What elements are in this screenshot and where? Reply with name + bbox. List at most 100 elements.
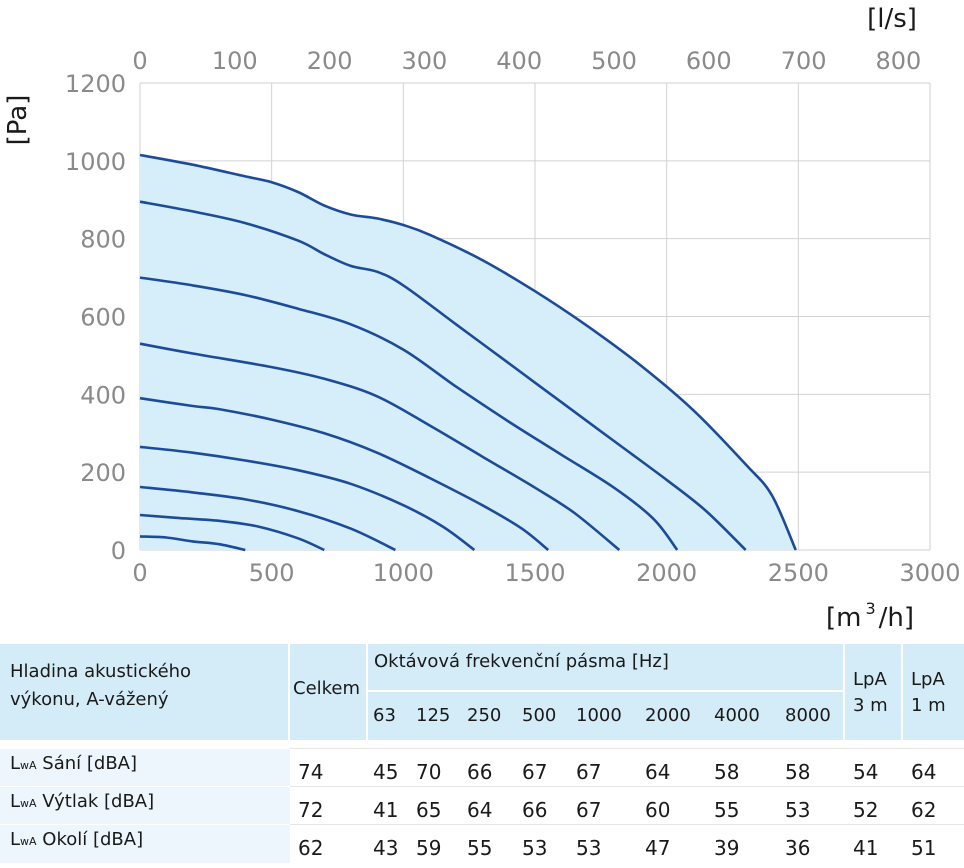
- top-x-tick-label: 400: [496, 47, 542, 75]
- fan-curve-9: [139, 153, 797, 551]
- y-tick-label: 600: [80, 304, 126, 332]
- table-value: 45: [373, 760, 399, 784]
- table-value: 62: [911, 798, 937, 822]
- fan-curve-7: [139, 276, 679, 551]
- fan-curve-5: [139, 396, 550, 552]
- lpa3-header-line1: LpA: [853, 669, 887, 690]
- top-x-tick-label: 500: [591, 47, 637, 75]
- table-header-background: [0, 644, 964, 740]
- y-axis-ticks: 0 200 400 600 800 1000 1200: [65, 70, 126, 565]
- total-header: Celkem: [293, 678, 361, 699]
- x-tick-label: 1500: [504, 559, 565, 587]
- table-value: 52: [853, 798, 879, 822]
- table-value: 39: [714, 836, 740, 860]
- row-label: LwA Sání [dBA]: [10, 753, 138, 774]
- x-tick-label: 2500: [768, 559, 829, 587]
- table-value: 53: [576, 836, 602, 860]
- table-value: 62: [298, 836, 324, 860]
- band-header-500: 500: [522, 705, 557, 726]
- table-value: 53: [522, 836, 548, 860]
- table-value: 58: [785, 760, 811, 784]
- y-tick-label: 1000: [65, 148, 126, 176]
- row-label: LwA Okolí [dBA]: [10, 829, 144, 850]
- table-value: 66: [522, 798, 548, 822]
- band-header-2000: 2000: [645, 705, 691, 726]
- y-tick-label: 1200: [65, 70, 126, 98]
- band-header-63: 63: [373, 705, 396, 726]
- top-x-tick-label: 800: [875, 47, 921, 75]
- table-value: 67: [522, 760, 548, 784]
- table-value: 67: [576, 760, 602, 784]
- band-header-125: 125: [416, 705, 451, 726]
- table-value: 59: [416, 836, 442, 860]
- fan-curve-4: [139, 445, 476, 552]
- band-header-250: 250: [467, 705, 502, 726]
- row-separator: [0, 748, 964, 749]
- table-value: 70: [416, 760, 442, 784]
- top-x-tick-label: 700: [781, 47, 827, 75]
- y-axis-unit: [Pa]: [3, 95, 33, 146]
- fan-curve-6: [139, 342, 621, 552]
- table-value: 41: [853, 836, 879, 860]
- top-x-tick-label: 0: [132, 47, 147, 75]
- table-value: 51: [911, 836, 937, 860]
- table-value: 43: [373, 836, 399, 860]
- table-value: 64: [911, 760, 937, 784]
- performance-curves: [139, 153, 797, 552]
- x-axis-unit: [m 3/h]: [826, 599, 914, 633]
- top-x-tick-label: 100: [212, 47, 258, 75]
- y-tick-label: 800: [80, 226, 126, 254]
- row-separator: [0, 786, 964, 787]
- row-separator: [0, 824, 964, 825]
- row-label-background: [0, 786, 290, 825]
- table-value: 66: [467, 760, 493, 784]
- band-header-4000: 4000: [714, 705, 760, 726]
- top-x-tick-label: 600: [686, 47, 732, 75]
- y-tick-label: 200: [80, 459, 126, 487]
- table-title-line1: Hladina akustického: [10, 661, 192, 682]
- table-value: 64: [645, 760, 671, 784]
- x-tick-label: 2000: [636, 559, 697, 587]
- table-value: 53: [785, 798, 811, 822]
- fan-curve-2: [139, 513, 325, 552]
- table-value: 54: [853, 760, 879, 784]
- table-value: 74: [298, 760, 324, 784]
- table-value: 55: [467, 836, 493, 860]
- table-value: 60: [645, 798, 671, 822]
- table-value: 65: [416, 798, 442, 822]
- table-value: 72: [298, 798, 324, 822]
- x-tick-label: 0: [132, 559, 147, 587]
- table-value: 36: [785, 836, 811, 860]
- x-axis-ticks: 0 500 1000 1500 2000 2500 3000: [132, 559, 960, 587]
- table-title-line2: výkonu, A-vážený: [10, 689, 169, 710]
- lpa1-header-line2: 1 m: [911, 695, 946, 716]
- table-value: 58: [714, 760, 740, 784]
- lpa1-header-line1: LpA: [911, 669, 945, 690]
- top-x-tick-label: 300: [401, 47, 447, 75]
- operating-area-fill: [140, 155, 796, 550]
- sound-data-table: Hladina akustického výkonu, A-vážený Cel…: [0, 644, 964, 868]
- fan-curve-8: [139, 200, 747, 551]
- x-tick-label: 1000: [373, 559, 434, 587]
- top-x-axis-unit: [l/s]: [867, 4, 917, 34]
- table-value: 64: [467, 798, 493, 822]
- chart-grid: [139, 82, 931, 551]
- y-tick-label: 400: [80, 381, 126, 409]
- top-x-tick-label: 200: [307, 47, 353, 75]
- x-tick-label: 3000: [899, 559, 960, 587]
- lpa3-header-line2: 3 m: [853, 695, 888, 716]
- table-value: 47: [645, 836, 671, 860]
- table-value: 55: [714, 798, 740, 822]
- row-label-background: [0, 748, 290, 787]
- band-header-8000: 8000: [785, 705, 831, 726]
- row-label-background: [0, 824, 290, 863]
- bands-header: Oktávová frekvenční pásma [Hz]: [374, 651, 669, 672]
- table-value: 67: [576, 798, 602, 822]
- table-value: 41: [373, 798, 399, 822]
- fan-curve-1: [139, 535, 246, 552]
- fan-curve-3: [139, 485, 396, 552]
- y-tick-label: 0: [111, 537, 126, 565]
- band-header-1000: 1000: [576, 705, 622, 726]
- top-x-axis-ticks: 0 100 200 300 400 500 600 700 800: [132, 47, 921, 75]
